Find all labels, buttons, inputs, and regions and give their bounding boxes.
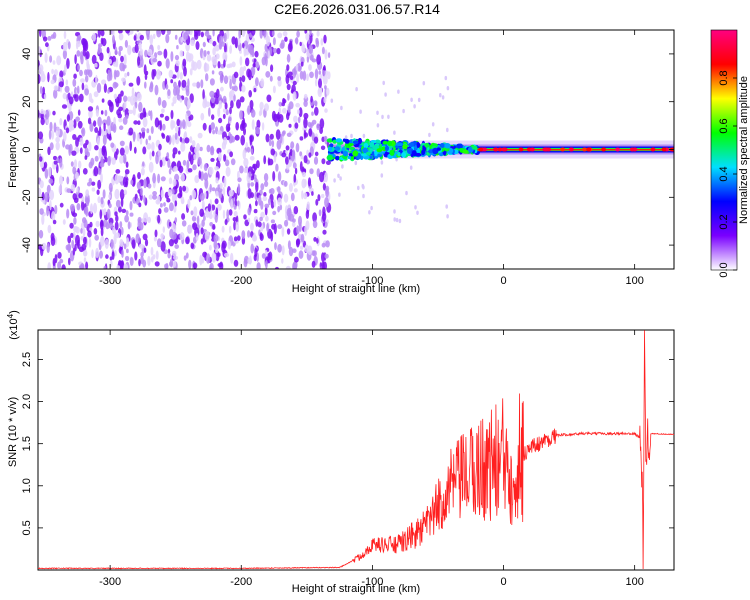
spectrogram-y-tick-label: 40 (21, 48, 33, 60)
colorbar-tick-label: 0.6 (718, 118, 730, 133)
snr-x-tick-label: -100 (361, 576, 383, 588)
snr-panel: -300 -200 -100 0 100 0.5 1.0 1.5 2.0 2.5 Height … (6, 310, 675, 595)
spectrogram-x-axis-label: Height of straight line (km) (292, 283, 420, 295)
spectrogram-x-tick-label: -100 (361, 275, 383, 287)
spectrogram-y-ticks: -40 -20 0 20 40 (21, 48, 674, 253)
spectrogram-signal-band (326, 137, 674, 162)
spectrogram-x-tick-label: -300 (99, 275, 121, 287)
snr-scale-prefix: (x10 (8, 318, 20, 339)
snr-x-tick-label: -200 (230, 576, 252, 588)
spectrogram-noise-region (38, 30, 450, 269)
colorbar: 0.0 0.2 0.4 0.6 0.8 Normalized spectral ampl… (710, 29, 750, 278)
spectrogram-y-tick-label: 20 (21, 96, 33, 108)
colorbar-scale (710, 29, 738, 271)
colorbar-tick-label: 0.8 (718, 70, 730, 85)
snr-y-tick-label: 1.0 (21, 478, 33, 493)
spectrogram-y-tick-label: -20 (21, 189, 33, 205)
spectrogram-y-tick-label: -40 (21, 237, 33, 253)
snr-scale-suffix: ) (8, 310, 20, 314)
snr-x-tick-label: 0 (500, 576, 506, 588)
spectrogram-x-tick-label: -200 (230, 275, 252, 287)
spectrogram-x-tick-label: 100 (625, 275, 643, 287)
snr-x-ticks: -300 -200 -100 0 100 (99, 330, 644, 588)
snr-y-tick-label: 0.5 (21, 520, 33, 535)
figure-title: C2E6.2026.031.06.57.R14 (274, 1, 440, 17)
spectrogram-x-tick-label: 0 (500, 275, 506, 287)
snr-y-ticks: 0.5 1.0 1.5 2.0 2.5 (21, 352, 674, 536)
snr-x-tick-label: 100 (625, 576, 643, 588)
snr-scale-exponent: 4 (6, 313, 15, 318)
snr-y-tick-label: 2.0 (21, 394, 33, 409)
snr-series-line (37, 330, 675, 570)
colorbar-ticks: 0.0 0.2 0.4 0.6 0.8 (718, 70, 737, 278)
snr-y-tick-label: 1.5 (21, 436, 33, 451)
snr-x-tick-label: -300 (99, 576, 121, 588)
colorbar-label: Normalized spectral amplitude (738, 76, 750, 224)
spectrogram-y-axis-label: Frequency (Hz) (7, 112, 19, 188)
snr-y-axis-label: SNR (10 * v/v) (7, 397, 19, 467)
colorbar-tick-label: 0.4 (718, 166, 730, 181)
snr-scale-factor: (x104) (6, 310, 20, 340)
spectrogram-x-ticks: -300 -200 -100 0 100 (99, 30, 644, 287)
snr-frame (37, 329, 675, 571)
spectrogram-y-tick-label: 0 (21, 146, 33, 152)
colorbar-tick-label: 0.0 (718, 262, 730, 277)
snr-y-tick-label: 2.5 (21, 352, 33, 367)
colorbar-tick-label: 0.2 (718, 214, 730, 229)
snr-x-axis-label: Height of straight line (km) (292, 583, 420, 595)
